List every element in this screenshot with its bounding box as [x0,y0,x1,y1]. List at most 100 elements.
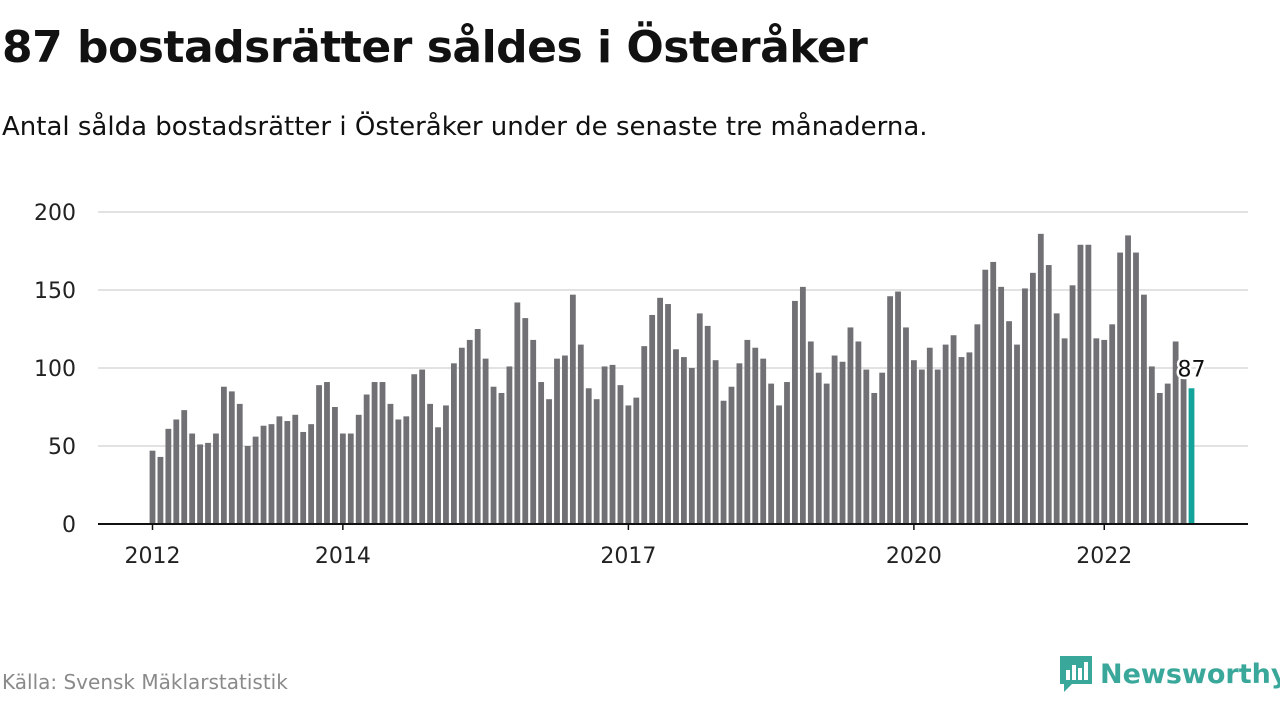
y-tick-label: 100 [34,357,76,382]
bar [220,386,227,524]
bar [355,414,362,524]
bar [1053,313,1060,524]
bar [332,407,338,524]
last-value-label: 87 [1178,357,1206,382]
bar [982,269,989,524]
bar [443,405,449,524]
bar [895,291,901,524]
bar [680,357,687,524]
bar [966,352,973,524]
bar [1180,378,1187,524]
bar [1117,252,1124,524]
bar [601,366,608,524]
bar [720,400,727,524]
bar [688,368,695,524]
bar [395,419,402,524]
bar [998,286,1005,524]
bar [768,383,775,524]
bar [181,410,188,524]
y-tick-label: 50 [48,435,76,460]
bar [728,386,735,524]
bar [673,349,679,524]
bar [435,427,441,524]
bar [371,382,378,524]
bar [363,394,370,524]
grid-lines [98,211,1248,447]
x-tick-label: 2012 [125,544,181,569]
bar [197,444,203,524]
bar [887,296,894,524]
source-note: Källa: Svensk Mäklarstatistik [2,670,288,694]
bar [712,360,719,524]
bar [593,399,600,524]
bar [157,456,164,524]
bar [244,446,251,524]
bar [554,358,560,524]
bar [546,399,552,524]
y-tick-label: 200 [34,201,76,226]
bar-chart-logo-icon [1060,656,1092,692]
bar [792,300,798,524]
bar [1045,265,1052,524]
bar [942,344,949,524]
highlight-bar [1188,388,1195,524]
bar [1125,235,1131,524]
bar [799,286,806,524]
bar [1133,252,1139,524]
bar [236,403,243,524]
brand-name: Newsworthy [1100,658,1280,690]
bar [752,347,759,524]
bar [165,428,172,524]
bar [633,397,640,524]
bar [958,357,965,524]
bar [498,392,505,524]
y-tick-label: 150 [34,279,76,304]
bar [411,374,418,524]
bar [863,369,870,524]
bar [205,442,211,524]
bar [577,344,584,524]
bar [744,339,751,524]
bar [316,385,322,524]
bar [490,386,497,524]
bar [149,450,156,524]
bar [1109,324,1116,524]
bar [1141,294,1147,524]
bar [1029,272,1036,524]
y-tick-label: 0 [62,513,76,538]
chart-subtitle: Antal sålda bostadsrätter i Österåker un… [2,112,928,142]
bar [458,347,465,524]
bar [903,327,909,524]
bar [530,339,537,524]
bar [641,346,648,524]
x-tick-label: 2014 [315,544,371,569]
bar [1077,244,1084,524]
bar [807,341,814,524]
bar [776,405,782,524]
bar [1148,366,1155,524]
bar [871,392,878,524]
bar [1022,288,1028,524]
bar [839,361,846,524]
bar [427,403,433,524]
bar [760,358,767,524]
bar [308,424,315,524]
bar [213,433,219,524]
bar [506,366,513,524]
bar [284,421,291,524]
bar [1172,341,1179,524]
bar [704,325,711,524]
bar [466,339,473,524]
axes: 0 50 100 150 200 2012 2014 2017 2020 2022 [34,201,1248,569]
bar [379,382,386,524]
bar [1093,338,1100,524]
bar [228,391,235,524]
bar [482,358,489,524]
bar [879,372,886,524]
bar [1164,383,1171,524]
bar [934,369,941,524]
bar [173,419,180,524]
bar [918,369,925,524]
bar [665,304,671,524]
bar [514,302,521,524]
